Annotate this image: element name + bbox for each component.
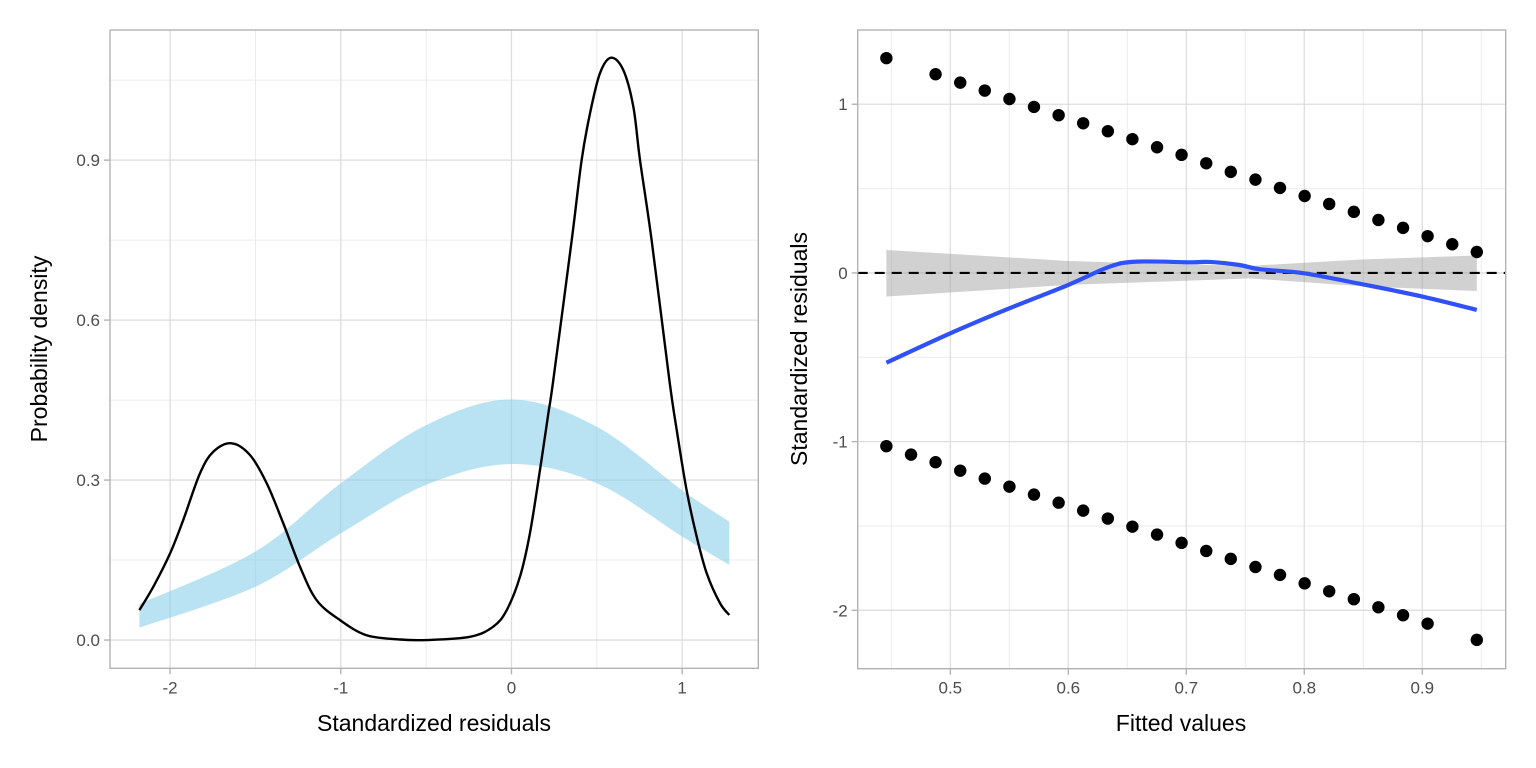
residual-point — [1322, 197, 1336, 211]
x-tick-label: 0.5 — [939, 679, 963, 698]
residual-point — [1052, 496, 1065, 509]
residual-point — [1421, 617, 1434, 630]
residual-point — [1396, 221, 1410, 235]
residual-point — [1298, 577, 1311, 590]
residual-point — [1126, 520, 1139, 533]
residual-point — [1322, 585, 1336, 598]
residual-point — [1347, 205, 1361, 219]
residual-point — [1175, 148, 1188, 162]
x-tick-label: 0.7 — [1174, 679, 1198, 698]
residual-point — [1027, 488, 1041, 501]
residual-point — [1224, 165, 1237, 179]
residuals-vs-fitted-panel: 0.5 0.6 0.7 0.8 0.9 -2 -1 0 1 — [833, 29, 1507, 698]
right-x-axis-title: Fitted values — [1116, 710, 1246, 736]
residual-point — [1076, 504, 1090, 517]
residual-point — [978, 472, 991, 485]
residual-point — [1372, 213, 1385, 227]
x-tick-label: 0.8 — [1292, 679, 1316, 698]
residual-point — [880, 51, 893, 65]
residual-point — [1249, 173, 1262, 186]
residual-point — [1470, 245, 1483, 259]
residual-point — [954, 76, 967, 89]
y-tick-label: -1 — [833, 433, 848, 452]
residual-point — [1076, 117, 1090, 130]
y-tick-label: 0.0 — [76, 631, 100, 650]
x-tick-label: 0.9 — [1410, 679, 1434, 698]
residual-point — [1372, 601, 1385, 614]
residual-point — [1396, 609, 1410, 622]
x-tick-label: 0.6 — [1056, 679, 1080, 698]
y-tick-label: 0.6 — [76, 311, 100, 330]
left-x-axis-title: Standardized residuals — [317, 710, 551, 736]
density-panel: -2 -1 0 1 0.0 0.3 0.6 0.9 — [76, 29, 759, 697]
x-tick-label: 1 — [677, 678, 686, 697]
x-tick-label: 0 — [507, 678, 516, 697]
residual-point — [904, 448, 918, 461]
panel-border — [857, 29, 1507, 670]
panel-border — [109, 29, 759, 669]
x-tick-label: -2 — [163, 678, 178, 697]
left-y-axis-title: Probability density — [26, 255, 52, 442]
normal-density-band — [139, 399, 730, 628]
x-tick-label: -1 — [333, 678, 348, 697]
smooth-trend-line — [885, 259, 1478, 365]
residual-point — [1249, 560, 1262, 574]
residual-point — [1470, 633, 1483, 647]
residual-point — [929, 456, 942, 469]
residual-point — [1003, 480, 1016, 493]
residual-point — [1052, 108, 1065, 122]
residual-point — [954, 464, 967, 477]
residual-point — [1224, 552, 1237, 566]
y-tick-label: 1 — [838, 95, 847, 114]
residual-point — [1347, 592, 1361, 606]
right-y-axis-title: Standardized residuals — [786, 232, 812, 466]
residual-point — [1273, 181, 1287, 195]
residual-point — [1446, 238, 1459, 251]
residual-point — [929, 67, 942, 81]
residual-point — [1003, 92, 1016, 106]
residual-point — [1027, 100, 1041, 114]
residual-point — [978, 84, 991, 97]
residual-point — [1200, 157, 1213, 170]
residual-point — [1150, 141, 1164, 154]
y-tick-label: 0 — [838, 264, 847, 283]
y-tick-label: 0.9 — [76, 151, 100, 170]
residual-point — [880, 439, 893, 453]
residual-point — [1101, 125, 1115, 138]
residual-point — [1298, 189, 1311, 203]
residual-point — [1175, 536, 1188, 550]
y-tick-label: -2 — [833, 601, 848, 620]
density-curve — [138, 56, 731, 642]
residual-point — [1421, 229, 1434, 243]
residual-point — [1200, 544, 1213, 558]
residual-point — [1150, 528, 1164, 541]
residual-point — [1101, 512, 1115, 525]
residual-point — [1126, 132, 1139, 146]
residual-point — [1273, 568, 1287, 582]
y-tick-label: 0.3 — [76, 471, 100, 490]
